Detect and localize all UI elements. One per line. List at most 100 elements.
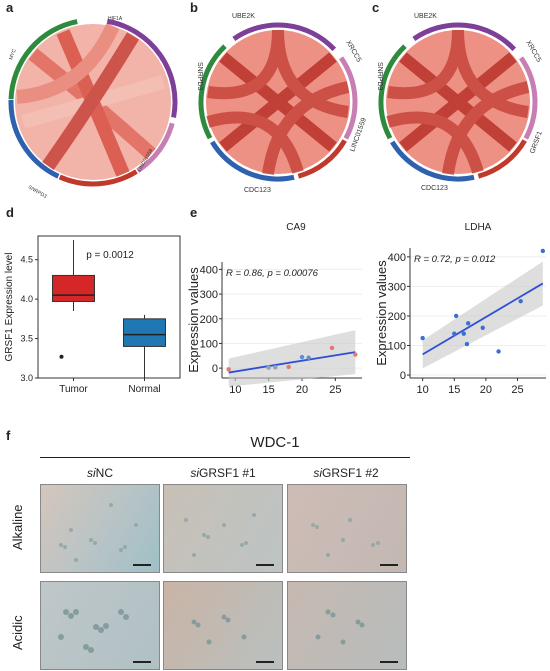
chord-a-gene-myc: MYC (8, 48, 18, 61)
confidence-band (228, 330, 356, 387)
panel-label-c: c (372, 0, 380, 15)
data-point (306, 355, 311, 360)
confidence-band (422, 261, 543, 369)
group-divider (40, 457, 410, 458)
y-axis-label: Expression values (186, 267, 201, 373)
box-outlier (59, 354, 64, 359)
chord-c-gene-ube2k: UBE2K (414, 13, 437, 20)
y-tick-label: 100 (388, 341, 406, 353)
plot-frame (37, 235, 181, 379)
scatter-ca9: CA9 0 100 200 300 400 10 15 20 25 Expression value… (186, 222, 362, 396)
x-tick-label: 15 (263, 384, 275, 396)
data-point (273, 365, 278, 370)
chart-title: CA9 (286, 222, 306, 233)
x-tick-label: 25 (511, 384, 523, 396)
chord-c-gene-grsf1: GRSF1 (529, 130, 544, 154)
y-tick-label: 400 (388, 252, 406, 264)
data-point (299, 354, 305, 360)
column-label-sigrsf1-1: siGRSF1 #1 (190, 466, 256, 480)
y-tick-label: 4.5 (20, 255, 33, 265)
data-point (353, 352, 358, 357)
panel-label-f: f (6, 428, 11, 443)
data-point (461, 331, 466, 336)
data-point (465, 321, 471, 326)
data-point (266, 365, 271, 370)
panel-label-b: b (190, 0, 198, 15)
data-point (464, 341, 470, 347)
panel-label-e: e (190, 205, 198, 220)
chord-b-gene-snrpd3: SNRPD3 (196, 62, 203, 91)
row-label-acidic: Acidic (10, 615, 25, 650)
scale-bar (133, 661, 151, 663)
data-point (453, 313, 459, 319)
data-point (286, 364, 291, 370)
micrograph-sigrsf1-1-acidic (163, 581, 283, 670)
scale-bar (380, 564, 398, 566)
data-point (226, 367, 231, 372)
regression-line (228, 351, 356, 374)
x-tick-label: Normal (128, 384, 160, 395)
y-tick-label: 0 (400, 370, 406, 382)
x-tick-label: 10 (229, 384, 241, 396)
scatter-ldha: LDHA 0 100 200 300 400 10 15 20 25 Expression valu… (374, 222, 546, 396)
data-point (329, 345, 335, 351)
panel-label-a: a (6, 0, 14, 15)
p-value-annotation: p = 0.0012 (86, 250, 134, 261)
y-tick-label: 300 (200, 289, 218, 301)
data-point (420, 335, 425, 341)
chord-b-gene-cdc123: CDC123 (244, 187, 271, 194)
chart-title: LDHA (465, 222, 492, 233)
micrograph-sinc-acidic (40, 581, 160, 670)
y-tick-label: 200 (200, 314, 218, 326)
y-tick-label: 0 (212, 363, 218, 375)
chord-diagram-c: UBE2K XRCC5 GRSF1 CDC123 SNRPD3 (376, 13, 544, 192)
x-tick-label: 10 (417, 384, 429, 396)
data-point (452, 331, 457, 336)
y-tick-label: 400 (200, 264, 218, 276)
micrograph-sigrsf1-1-alkaline (163, 484, 283, 573)
scale-bar (380, 661, 398, 663)
x-tick-label: 25 (329, 384, 341, 396)
scale-bar (133, 564, 151, 566)
chord-a-gene-snrpd3: SNRPD3 (27, 185, 48, 200)
x-tick-label: 15 (448, 384, 460, 396)
chord-b-gene-ube2k: UBE2K (232, 13, 255, 20)
chord-c-gene-snrpd3: SNRPD3 (376, 62, 383, 91)
micrograph-sigrsf1-2-alkaline (287, 484, 407, 573)
box-normal (123, 318, 166, 347)
chord-diagram-a: HIF1A LINC01559 SNRPD3 MYC (8, 16, 178, 200)
data-point (540, 248, 546, 254)
y-tick-label: 300 (388, 281, 406, 293)
group-label: WDC-1 (250, 434, 300, 451)
data-point (496, 349, 501, 354)
scale-bar (256, 661, 274, 663)
x-tick-label: Tumor (59, 384, 88, 395)
y-axis-label: Expression values (374, 260, 389, 366)
micrograph-sigrsf1-2-acidic (287, 581, 407, 670)
column-label-sinc: siNC (86, 466, 113, 480)
y-tick-label: 3.0 (20, 373, 33, 383)
regression-line (422, 282, 544, 356)
boxplot-grsf1: 3.0 3.5 4.0 4.5 GRSF1 Expression level Tumor N… (4, 235, 181, 395)
y-tick-label: 200 (388, 311, 406, 323)
x-tick-label: 20 (480, 384, 492, 396)
y-axis-label: GRSF1 Expression level (4, 253, 15, 362)
data-point (480, 325, 485, 330)
row-label-alkaline: Alkaline (10, 504, 25, 550)
correlation-annotation: R = 0.86, p = 0.00076 (226, 268, 319, 279)
micrograph-sinc-alkaline (40, 484, 160, 573)
chord-diagram-b: UBE2K XRCC5 LINC01559 CDC123 SNRPD3 (196, 13, 368, 194)
panel-label-d: d (6, 205, 14, 220)
y-tick-label: 3.5 (20, 334, 33, 344)
y-tick-label: 4.0 (20, 294, 33, 304)
scale-bar (256, 564, 274, 566)
chord-c-gene-cdc123: CDC123 (421, 185, 448, 192)
column-label-sigrsf1-2: siGRSF1 #2 (313, 466, 379, 480)
correlation-annotation: R = 0.72, p = 0.012 (414, 254, 496, 265)
data-point (518, 298, 523, 304)
chord-c-gene-xrcc5: XRCC5 (524, 40, 542, 64)
x-tick-label: 20 (296, 384, 308, 396)
chord-b-gene-xrcc5: XRCC5 (344, 40, 362, 64)
box-tumor (52, 274, 95, 302)
y-tick-label: 100 (200, 338, 218, 350)
